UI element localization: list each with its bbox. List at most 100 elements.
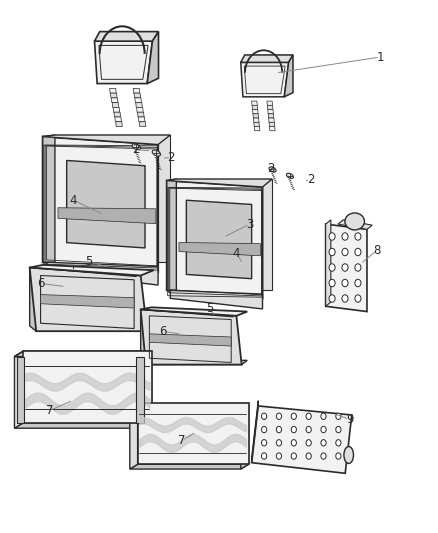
Polygon shape	[135, 98, 141, 103]
Polygon shape	[268, 118, 274, 122]
Circle shape	[355, 279, 361, 287]
Polygon shape	[141, 308, 247, 316]
Ellipse shape	[132, 143, 141, 150]
Polygon shape	[136, 103, 142, 108]
Ellipse shape	[344, 447, 353, 464]
Polygon shape	[252, 106, 258, 110]
Circle shape	[342, 248, 348, 256]
Polygon shape	[43, 136, 158, 272]
Polygon shape	[95, 41, 152, 84]
Polygon shape	[134, 93, 141, 98]
Text: 6: 6	[159, 325, 166, 338]
Polygon shape	[338, 220, 372, 229]
Polygon shape	[252, 406, 352, 473]
Circle shape	[355, 233, 361, 240]
Circle shape	[261, 453, 267, 459]
Polygon shape	[269, 122, 275, 126]
Polygon shape	[138, 112, 144, 117]
Circle shape	[276, 440, 282, 446]
Ellipse shape	[152, 150, 160, 156]
Polygon shape	[36, 326, 154, 331]
Circle shape	[261, 426, 267, 433]
Polygon shape	[241, 62, 289, 97]
Polygon shape	[139, 122, 146, 126]
Polygon shape	[252, 101, 257, 106]
Circle shape	[321, 453, 326, 459]
Polygon shape	[141, 310, 242, 365]
Polygon shape	[14, 351, 152, 357]
Text: 2: 2	[268, 162, 275, 175]
Polygon shape	[114, 112, 120, 117]
Polygon shape	[138, 403, 249, 464]
Polygon shape	[17, 357, 25, 423]
Circle shape	[291, 426, 297, 433]
Text: 1: 1	[376, 51, 384, 63]
Polygon shape	[58, 208, 156, 224]
Circle shape	[291, 453, 297, 459]
Polygon shape	[43, 135, 55, 262]
Polygon shape	[23, 351, 152, 423]
Text: 4: 4	[233, 247, 240, 260]
Polygon shape	[179, 243, 260, 256]
Polygon shape	[254, 126, 260, 131]
Polygon shape	[146, 360, 247, 365]
Circle shape	[342, 233, 348, 240]
Polygon shape	[47, 262, 158, 285]
Polygon shape	[267, 106, 273, 110]
Polygon shape	[112, 103, 119, 108]
Ellipse shape	[345, 213, 364, 230]
Circle shape	[306, 426, 311, 433]
Circle shape	[336, 413, 341, 419]
Circle shape	[306, 453, 311, 459]
Polygon shape	[115, 117, 121, 122]
Polygon shape	[167, 181, 262, 298]
Polygon shape	[177, 179, 272, 290]
Polygon shape	[14, 423, 152, 428]
Polygon shape	[111, 98, 118, 103]
Polygon shape	[167, 179, 177, 290]
Polygon shape	[149, 334, 231, 346]
Circle shape	[276, 413, 282, 419]
Polygon shape	[167, 179, 272, 187]
Polygon shape	[268, 110, 273, 114]
Polygon shape	[116, 122, 122, 126]
Circle shape	[342, 295, 348, 302]
Polygon shape	[284, 55, 293, 97]
Polygon shape	[253, 114, 258, 118]
Circle shape	[291, 413, 297, 419]
Polygon shape	[14, 351, 23, 428]
Text: 2: 2	[307, 173, 314, 185]
Polygon shape	[241, 403, 249, 469]
Circle shape	[276, 453, 282, 459]
Circle shape	[329, 279, 335, 287]
Polygon shape	[136, 357, 144, 423]
Polygon shape	[30, 268, 147, 331]
Circle shape	[336, 426, 341, 433]
Text: 6: 6	[37, 277, 44, 290]
Polygon shape	[267, 101, 272, 106]
Polygon shape	[241, 55, 293, 62]
Polygon shape	[253, 118, 259, 122]
Circle shape	[321, 440, 326, 446]
Circle shape	[276, 426, 282, 433]
Circle shape	[306, 440, 311, 446]
Polygon shape	[95, 31, 159, 41]
Circle shape	[355, 295, 361, 302]
Circle shape	[321, 413, 326, 419]
Polygon shape	[138, 117, 145, 122]
Circle shape	[355, 248, 361, 256]
Circle shape	[342, 264, 348, 271]
Circle shape	[329, 264, 335, 271]
Text: 8: 8	[373, 244, 380, 257]
Polygon shape	[30, 265, 154, 276]
Circle shape	[336, 440, 341, 446]
Circle shape	[329, 248, 335, 256]
Text: 7: 7	[46, 404, 53, 417]
Ellipse shape	[269, 167, 276, 172]
Polygon shape	[55, 135, 170, 262]
Circle shape	[261, 413, 267, 419]
Text: 2: 2	[133, 143, 140, 156]
Text: 2: 2	[167, 151, 175, 164]
Ellipse shape	[286, 173, 293, 179]
Polygon shape	[110, 93, 117, 98]
